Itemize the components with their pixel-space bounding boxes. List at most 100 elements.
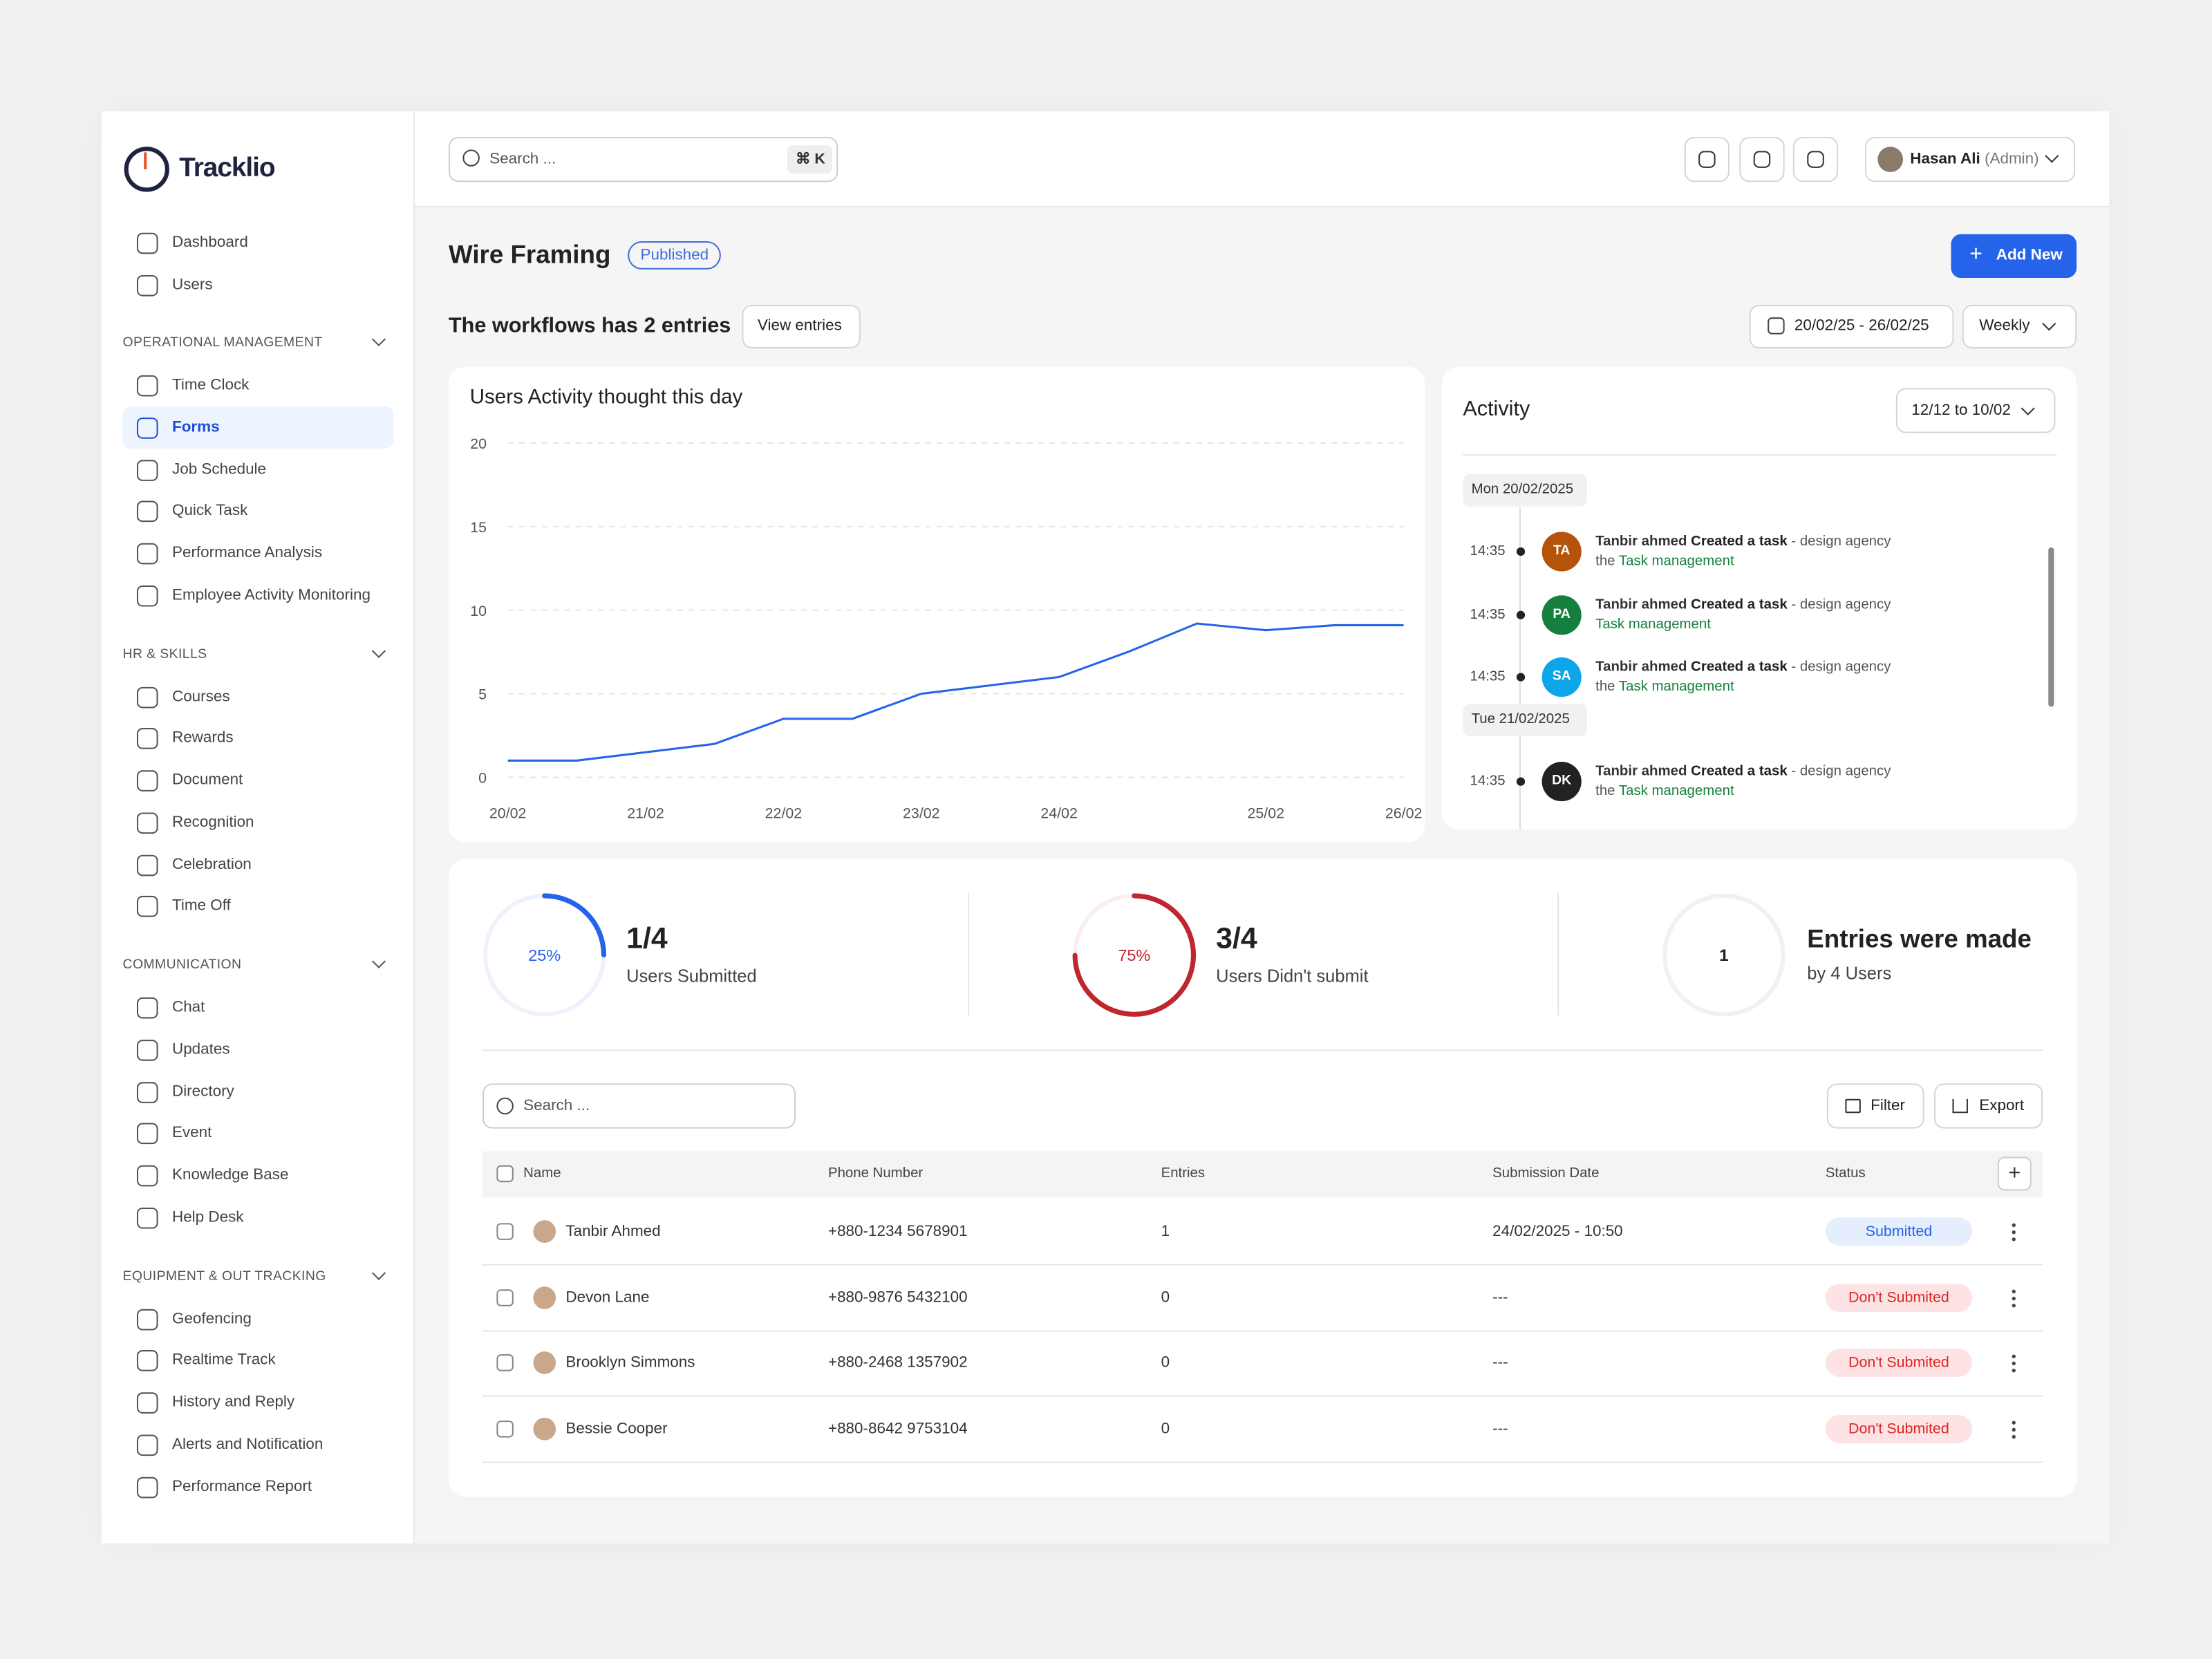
user-role: (Admin) (1985, 151, 2039, 168)
menu-item[interactable]: Employee Activity Monitoring (171, 586, 371, 604)
active-item-bg (122, 406, 394, 449)
menu-icon (136, 854, 158, 876)
menu-item[interactable]: Dashboard (171, 234, 248, 252)
range-button[interactable] (1895, 388, 2056, 433)
page-title: Wire Framing (448, 240, 611, 269)
view-entries-button[interactable] (742, 304, 861, 349)
menu-item[interactable]: Rewards (171, 729, 234, 747)
menu-icon (136, 585, 158, 607)
menu-item[interactable]: Knowledge Base (171, 1166, 289, 1184)
icon (1807, 151, 1824, 168)
checkbox[interactable] (496, 1421, 514, 1438)
activity-prefix: the (1595, 554, 1615, 570)
table-search[interactable] (482, 1083, 796, 1129)
activity-line: Task management (1595, 617, 1711, 632)
icon-button[interactable] (1792, 136, 1839, 182)
menu-item[interactable]: Time Off (171, 897, 231, 915)
view-entries-text[interactable]: View entries (757, 317, 842, 335)
avatar: SA (1541, 657, 1582, 697)
divider (967, 892, 970, 1016)
x-tick-label: 24/02 (1040, 805, 1078, 822)
add-button[interactable] (1951, 234, 2077, 279)
add-button-text[interactable]: Add New (1996, 247, 2063, 264)
menu-item[interactable]: History and Reply (171, 1394, 295, 1412)
checkbox[interactable] (496, 1354, 514, 1372)
activity-link[interactable]: Task management (1618, 554, 1734, 570)
menu-item[interactable]: Updates (171, 1040, 230, 1058)
cell: +880-9876 5432100 (827, 1288, 968, 1306)
shortcut: ⌘ K (796, 151, 825, 168)
menu-item[interactable]: Quick Task (171, 503, 248, 520)
checkbox[interactable] (496, 1288, 514, 1306)
activity-link[interactable]: Task management (1618, 782, 1734, 799)
date-range-button[interactable] (1749, 304, 1954, 349)
menu-item[interactable]: Courses (171, 688, 230, 705)
menu-item[interactable]: Performance Report (171, 1477, 312, 1495)
menu-item[interactable]: Alerts and Notification (171, 1436, 324, 1453)
cell-name: Brooklyn Simmons (565, 1354, 695, 1372)
gauge-count: 1 (1719, 946, 1729, 965)
menu-item[interactable]: Job Schedule (171, 460, 267, 478)
filter-text[interactable]: Filter (1871, 1097, 1906, 1115)
export-text[interactable]: Export (1979, 1097, 2025, 1115)
x-tick-label: 25/02 (1247, 805, 1284, 822)
add-column-button[interactable]: + (1997, 1156, 2032, 1191)
row-menu[interactable] (2012, 1353, 2016, 1374)
user-avatar (1877, 147, 1904, 172)
export-icon (1952, 1098, 1968, 1114)
menu-item[interactable]: Realtime Track (171, 1351, 276, 1369)
filter-button[interactable] (1826, 1083, 1924, 1129)
cell: --- (1492, 1354, 1508, 1372)
date-range[interactable]: 20/02/25 - 26/02/25 (1794, 317, 1929, 335)
menu-item[interactable]: Directory (171, 1082, 234, 1100)
menu-item[interactable]: Document (171, 771, 243, 789)
calendar-icon (1768, 317, 1785, 335)
activity-link[interactable]: Task management (1618, 679, 1734, 695)
menu-icon (136, 1350, 158, 1372)
icon (1753, 151, 1771, 168)
status-pill: Don't Submited (1825, 1415, 1973, 1443)
column-header: Submission Date (1492, 1165, 1600, 1182)
gauge-label: 75% (1118, 946, 1150, 964)
activity-link[interactable]: Task management (1595, 616, 1711, 632)
cell-name: Tanbir Ahmed (565, 1223, 661, 1240)
row-menu[interactable] (2012, 1221, 2016, 1241)
menu-item[interactable]: Forms (171, 418, 220, 436)
stat-label: by 4 Users (1807, 963, 1892, 984)
activity-action: Created a task (1691, 659, 1788, 675)
row-avatar (533, 1418, 556, 1441)
activity-line: Tanbir ahmed Created a task - design age… (1595, 597, 1891, 612)
menu-item[interactable]: Help Desk (171, 1208, 244, 1226)
menu-item[interactable]: Users (171, 276, 213, 294)
cell: 0 (1161, 1288, 1170, 1306)
menu-item[interactable]: Celebration (171, 855, 252, 873)
row-menu[interactable] (2012, 1287, 2016, 1308)
activity-title: Activity (1463, 397, 1530, 422)
divider (1463, 454, 2057, 456)
icon-button[interactable] (1684, 136, 1730, 182)
menu-item[interactable]: Chat (171, 999, 205, 1016)
menu-item[interactable]: Event (171, 1125, 212, 1142)
period-button[interactable] (1962, 304, 2077, 349)
activity-name: Tanbir ahmed (1595, 763, 1687, 779)
export-button[interactable] (1933, 1083, 2043, 1129)
checkbox[interactable] (496, 1165, 514, 1183)
activity-range[interactable]: 12/12 to 10/02 (1911, 402, 2011, 420)
divider (482, 1049, 2043, 1051)
row-menu[interactable] (2012, 1419, 2016, 1439)
search-placeholder: Search ... (489, 151, 556, 168)
menu-item[interactable]: Performance Analysis (171, 544, 323, 562)
activity-date: Mon 20/02/2025 (1471, 481, 1574, 498)
cell: +880-1234 5678901 (827, 1223, 968, 1240)
icon-button[interactable] (1739, 136, 1785, 182)
menu-item[interactable]: Time Clock (171, 377, 250, 394)
menu-icon (136, 1434, 158, 1456)
menu-item[interactable]: Recognition (171, 814, 254, 831)
search-box[interactable] (448, 136, 838, 182)
period[interactable]: Weekly (1979, 317, 2030, 335)
stat-fraction: 1/4 (626, 922, 668, 955)
timeline-dot (1516, 776, 1526, 785)
menu-item[interactable]: Geofencing (171, 1310, 252, 1327)
checkbox[interactable] (496, 1223, 514, 1240)
